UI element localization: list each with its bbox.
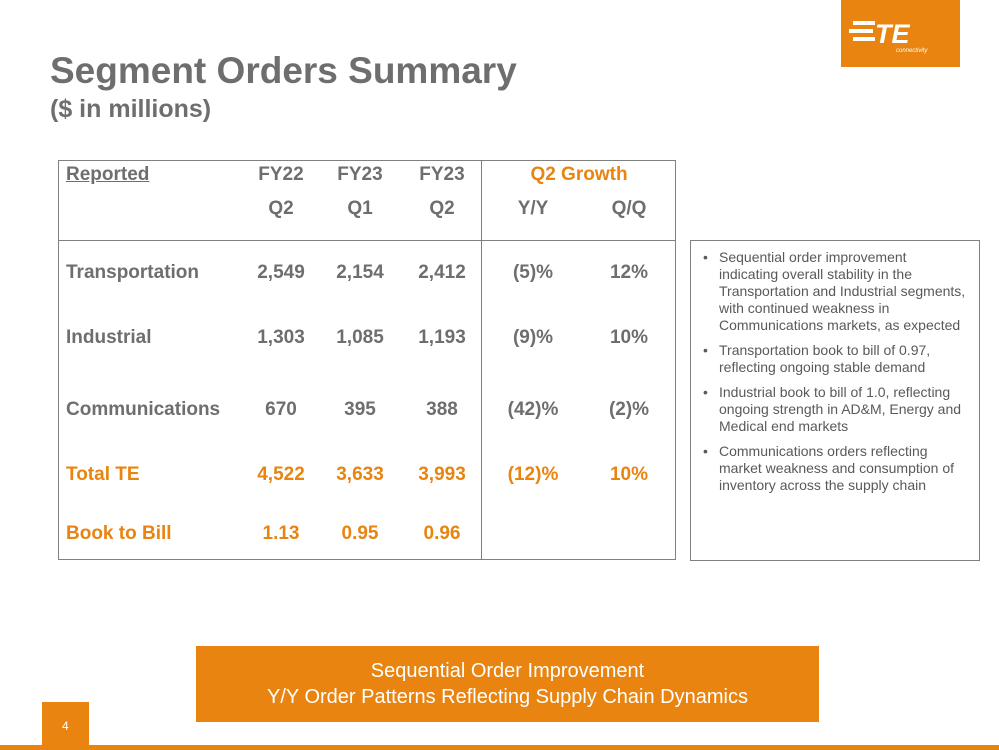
- table-cell-yy: (5)%: [512, 262, 554, 283]
- list-item: • Sequential order improvement indicating…: [701, 249, 969, 334]
- table-cell: 2,549: [257, 262, 305, 283]
- list-item: • Communications orders reflecting market…: [701, 443, 969, 494]
- table-cell-qq: 10%: [609, 327, 649, 348]
- col-header-q2: Q2: [429, 198, 455, 219]
- table-cell: 1,085: [336, 327, 384, 348]
- te-logo-icon: TE connectivity: [849, 19, 928, 54]
- note-text: Communications orders reflecting market …: [719, 443, 955, 493]
- table-cell: 1,193: [418, 327, 466, 348]
- te-connectivity-logo: TE connectivity: [841, 0, 960, 67]
- table-cell-qq: 12%: [609, 262, 649, 283]
- note-text: Transportation book to bill of 0.97, ref…: [719, 342, 931, 375]
- summary-banner: Sequential Order Improvement Y/Y Order P…: [196, 646, 819, 722]
- footer-rule: [0, 745, 999, 750]
- col-header-q2: Q2: [268, 198, 294, 219]
- row-label-total-te: Total TE: [66, 464, 140, 485]
- table-cell: 3,633: [336, 464, 384, 485]
- table-cell-yy: (12)%: [507, 464, 559, 485]
- table-cell: 1,303: [257, 327, 305, 348]
- table-cell: 1.13: [262, 523, 300, 544]
- col-header-qq: Q/Q: [611, 198, 647, 219]
- list-item: • Transportation book to bill of 0.97, re…: [701, 342, 969, 376]
- note-text: Sequential order improvement indicating …: [719, 249, 966, 333]
- banner-line-2: Y/Y Order Patterns Reflecting Supply Cha…: [267, 686, 748, 708]
- row-label-transportation: Transportation: [66, 262, 200, 283]
- bullet-icon: •: [703, 443, 708, 459]
- bullet-icon: •: [703, 384, 708, 400]
- table-cell: 2,154: [336, 262, 384, 283]
- page-title: Segment Orders Summary: [50, 50, 517, 91]
- col-header-fy23: FY23: [337, 164, 383, 185]
- growth-divider: [481, 160, 482, 560]
- header-divider: [58, 240, 676, 241]
- table-cell-qq: 10%: [609, 464, 649, 485]
- table-cell: 670: [265, 399, 297, 420]
- table-cell: 0.96: [423, 523, 461, 544]
- table-cell: 2,412: [418, 262, 466, 283]
- reported-header: Reported: [66, 164, 150, 185]
- page-number-box: 4: [42, 702, 89, 750]
- growth-header: Q2 Growth: [530, 164, 628, 185]
- row-label-communications: Communications: [66, 399, 221, 420]
- table-cell: 395: [344, 399, 376, 420]
- bullet-icon: •: [703, 342, 708, 358]
- table-cell: 0.95: [341, 523, 379, 544]
- list-item: • Industrial book to bill of 1.0, reflect…: [701, 384, 969, 435]
- table-cell-yy: (9)%: [512, 327, 554, 348]
- row-label-industrial: Industrial: [66, 327, 152, 348]
- col-header-q1: Q1: [347, 198, 373, 219]
- table-cell: 3,993: [418, 464, 466, 485]
- orders-table: [58, 160, 676, 560]
- table-cell: 388: [426, 399, 458, 420]
- table-cell: 4,522: [257, 464, 305, 485]
- col-header-fy22: FY22: [258, 164, 304, 185]
- bullet-icon: •: [703, 249, 708, 265]
- commentary-list: • Sequential order improvement indicating…: [701, 249, 969, 494]
- table-cell-yy: (42)%: [507, 399, 559, 420]
- page-number: 4: [62, 719, 69, 733]
- banner-line-1: Sequential Order Improvement: [370, 660, 645, 682]
- logo-wordmark: TE: [875, 19, 910, 49]
- col-header-yy: Y/Y: [517, 198, 549, 219]
- row-label-book-to-bill: Book to Bill: [66, 523, 172, 544]
- col-header-fy23: FY23: [419, 164, 465, 185]
- logo-subtext: connectivity: [896, 48, 928, 54]
- page-subtitle: ($ in millions): [50, 95, 212, 123]
- note-text: Industrial book to bill of 1.0, reflecti…: [719, 384, 962, 434]
- commentary-box: • Sequential order improvement indicating…: [690, 240, 980, 561]
- table-cell-qq: (2)%: [608, 399, 650, 420]
